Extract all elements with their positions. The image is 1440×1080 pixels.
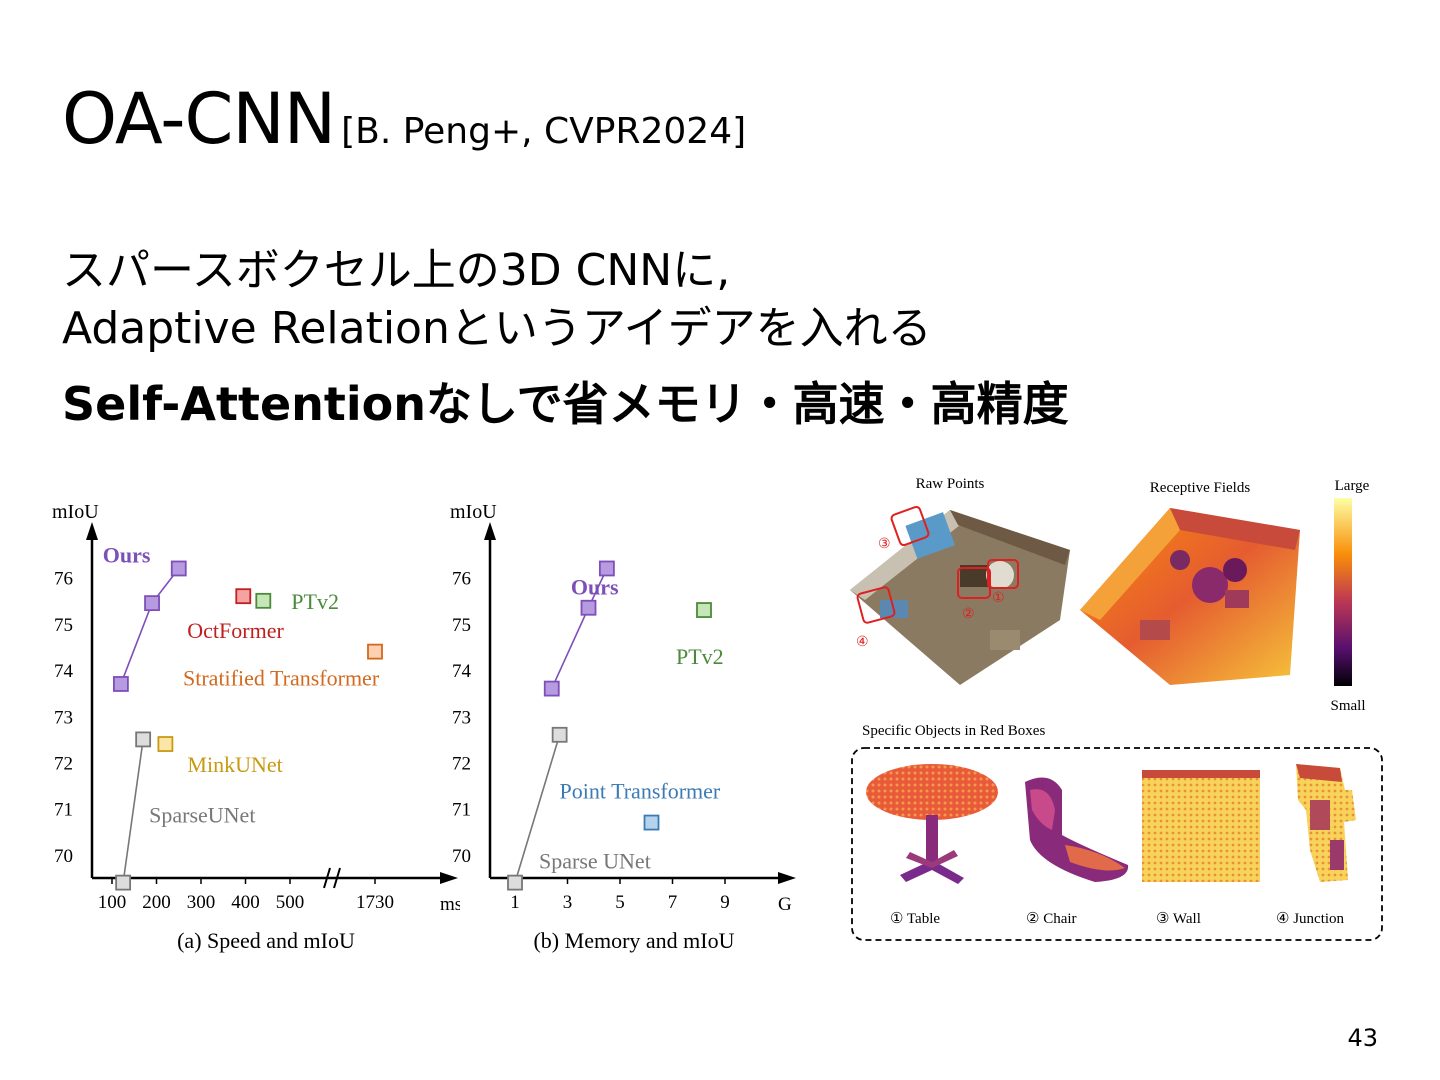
title-text: OA-CNN bbox=[62, 78, 336, 160]
y-tick-label: 74 bbox=[452, 661, 472, 682]
x-axis-label: ms bbox=[440, 894, 460, 915]
bullet-line-1: スパースボクセル上の3D CNNに, bbox=[62, 245, 731, 296]
axis-break-mark bbox=[323, 867, 331, 889]
marker-1: ① bbox=[992, 591, 1005, 606]
y-tick-label: 73 bbox=[452, 707, 471, 728]
y-tick-label: 71 bbox=[452, 800, 471, 821]
x-tick-label: 7 bbox=[668, 892, 678, 913]
data-point bbox=[367, 643, 383, 660]
y-tick-label: 72 bbox=[54, 754, 73, 775]
y-tick-label: 76 bbox=[54, 569, 73, 590]
series-label: SparseUNet bbox=[149, 803, 255, 828]
data-point bbox=[135, 731, 152, 748]
data-point bbox=[598, 560, 615, 577]
y-tick-label: 75 bbox=[54, 615, 73, 636]
y-tick-label: 71 bbox=[54, 800, 73, 821]
junction-object bbox=[1296, 764, 1356, 882]
data-point bbox=[235, 588, 252, 605]
data-point bbox=[113, 676, 129, 692]
slide-title: OA-CNN [B. Peng+, CVPR2024] bbox=[62, 78, 746, 160]
object-label-table: ① Table bbox=[890, 911, 940, 927]
chair-object bbox=[1025, 777, 1129, 882]
y-tick-label: 75 bbox=[452, 615, 471, 636]
x-tick-label: 1730 bbox=[356, 892, 394, 913]
axis-break-mark bbox=[333, 867, 341, 889]
x-tick-label: 400 bbox=[231, 892, 260, 913]
marker-2: ② bbox=[962, 607, 975, 622]
series-label: Ours bbox=[571, 574, 619, 599]
y-axis-label: mIoU bbox=[52, 501, 99, 523]
x-tick-label: 1 bbox=[510, 892, 520, 913]
data-point bbox=[543, 680, 560, 697]
marker-3: ③ bbox=[878, 537, 891, 552]
data-point bbox=[115, 874, 132, 891]
bullet-line-2: Adaptive Relationというアイデアを入れる bbox=[62, 303, 932, 354]
raw-points-label: Raw Points bbox=[916, 476, 985, 492]
series-label: PTv2 bbox=[676, 644, 724, 669]
y-tick-label: 73 bbox=[54, 707, 73, 728]
x-tick-label: 500 bbox=[276, 892, 305, 913]
x-tick-label: 300 bbox=[187, 892, 216, 913]
series-label: MinkUNet bbox=[187, 752, 282, 777]
data-point bbox=[580, 599, 597, 616]
series-label: OctFormer bbox=[187, 618, 284, 643]
bullet-line-3-bold: Self-Attentionなしで省メモリ・高速・高精度 bbox=[62, 377, 1069, 431]
table-object bbox=[866, 764, 998, 884]
y-axis-arrow bbox=[86, 522, 98, 540]
receptive-field-figure: Raw Points Receptive Fields Large ③ ② ① … bbox=[850, 476, 1383, 941]
series-line bbox=[514, 734, 561, 883]
series-label: Point Transformer bbox=[560, 779, 721, 804]
data-point bbox=[157, 736, 174, 752]
y-tick-label: 76 bbox=[452, 569, 471, 590]
x-axis-label: G bbox=[778, 894, 792, 915]
colorbar-large-label: Large bbox=[1335, 478, 1370, 494]
chart-caption: (b) Memory and mIoU bbox=[533, 928, 734, 953]
data-point bbox=[507, 874, 523, 891]
series-label: Ours bbox=[103, 542, 151, 567]
data-point bbox=[170, 560, 187, 577]
y-tick-label: 70 bbox=[452, 846, 471, 867]
series-label: PTv2 bbox=[291, 589, 339, 614]
x-tick-label: 5 bbox=[615, 892, 625, 913]
object-label-chair: ② Chair bbox=[1026, 911, 1077, 927]
y-tick-label: 72 bbox=[452, 754, 471, 775]
data-point bbox=[255, 592, 272, 609]
x-tick-label: 200 bbox=[142, 892, 171, 913]
x-axis-arrow bbox=[440, 872, 458, 884]
wall-object bbox=[1142, 770, 1260, 882]
series-label: Sparse UNet bbox=[539, 849, 651, 874]
receptive-fields-scene bbox=[1080, 508, 1300, 685]
object-label-wall: ③ Wall bbox=[1156, 911, 1201, 927]
chart-speed-miou: mIoU 70 71 72 73 74 75 76 100 200 300 400 500 1730 ms O… bbox=[52, 501, 460, 953]
wall-top-edge bbox=[1142, 770, 1260, 778]
data-point bbox=[643, 814, 660, 831]
x-tick-label: 3 bbox=[563, 892, 573, 913]
x-tick-label: 100 bbox=[98, 892, 127, 913]
page-number: 43 bbox=[1347, 1024, 1378, 1052]
x-axis-arrow bbox=[778, 872, 796, 884]
raw-points-scene: ③ ② ① ④ bbox=[850, 505, 1070, 685]
citation: [B. Peng+, CVPR2024] bbox=[341, 111, 747, 152]
y-tick-label: 70 bbox=[54, 846, 73, 867]
objects-title: Specific Objects in Red Boxes bbox=[862, 723, 1045, 739]
chart-caption: (a) Speed and mIoU bbox=[177, 928, 355, 953]
object-label-junction: ④ Junction bbox=[1276, 911, 1345, 927]
series-line bbox=[122, 739, 144, 883]
objects-box bbox=[851, 747, 1383, 941]
series-label: Stratified Transformer bbox=[183, 666, 380, 691]
chart-memory-miou: mIoU 70 71 72 73 74 75 76 1 3 5 7 9 G Ours Sparse UNet P… bbox=[450, 501, 796, 953]
marker-4: ④ bbox=[856, 635, 869, 650]
data-point bbox=[696, 602, 712, 618]
series-line bbox=[120, 567, 180, 685]
x-tick-label: 9 bbox=[720, 892, 730, 913]
y-axis-label: mIoU bbox=[450, 501, 497, 523]
data-point bbox=[551, 726, 568, 743]
colorbar bbox=[1334, 498, 1352, 686]
y-axis-arrow bbox=[484, 522, 496, 540]
receptive-fields-label: Receptive Fields bbox=[1150, 480, 1251, 496]
y-tick-label: 74 bbox=[54, 661, 74, 682]
colorbar-small-label: Small bbox=[1330, 698, 1365, 714]
data-point bbox=[144, 595, 160, 612]
